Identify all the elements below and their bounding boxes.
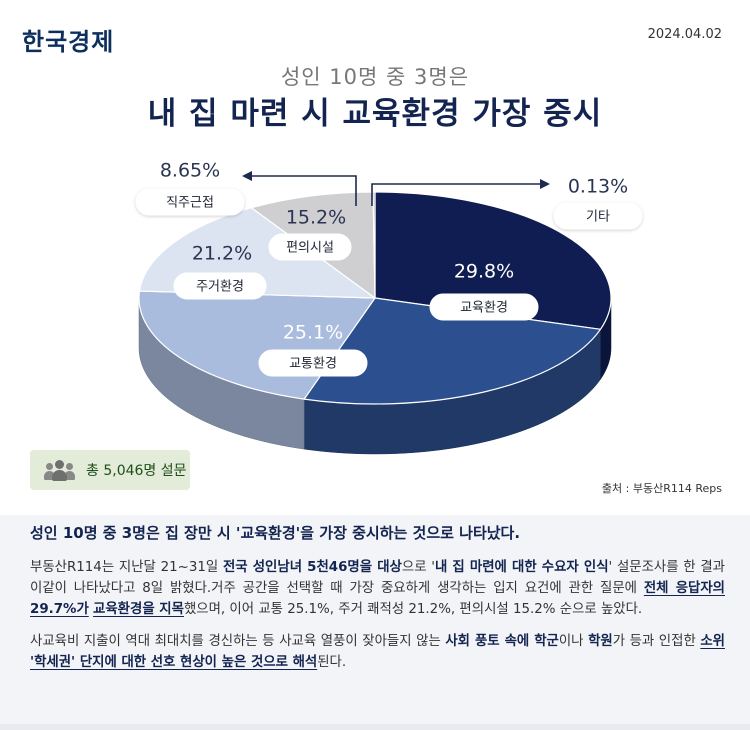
publish-date: 2024.04.02 [647, 27, 722, 42]
text-run: 이나 [558, 634, 589, 649]
value-label-직주근접: 8.65% [160, 160, 220, 182]
text-run: 가 등과 인접한 [612, 634, 701, 649]
text-run-bold-underline: 교육환경을 지목 [93, 602, 184, 617]
category-label-기타: 기타 [586, 210, 610, 225]
label-pill-기타 [553, 202, 643, 230]
leader-arrowhead-기타 [540, 179, 550, 189]
source-credit: 출처 : 부동산R114 Reps [601, 482, 722, 495]
survey-count-badge: 총 5,046명 설문 [30, 450, 190, 490]
text-run: 부동산R114는 지난달 21~31일 [30, 560, 223, 575]
value-label-교통환경: 25.1% [283, 322, 343, 344]
leader-line-직주근접 [250, 175, 357, 206]
text-run: 사교육비 지출이 역대 최대치를 경신하는 등 사교육 열풍이 잦아들지 않는 [30, 634, 446, 649]
label-pill-직주근접 [135, 188, 245, 216]
category-label-편의시설: 편의시설 [286, 241, 334, 256]
article-paragraph-1: 부동산R114는 지난달 21~31일 전국 성인남녀 5천46명을 대상으로 … [30, 557, 725, 620]
value-label-교육환경: 29.8% [454, 261, 514, 283]
text-run-bold: 학원 [588, 634, 613, 649]
text-run: 된다. [317, 655, 347, 670]
pie-slice-기타 [372, 191, 376, 299]
text-run: 했으며, 이어 교통 25.1%, 주거 쾌적성 21.2%, 편의시설 15.… [183, 602, 643, 617]
text-run-bold-underline: 전체 응답자의 29.7%가 [30, 581, 726, 617]
leader-arrowhead-직주근접 [242, 171, 252, 181]
text-run-bold: 내 집 마련에 대한 수요자 인식 [434, 560, 609, 575]
leader-line-기타 [371, 183, 542, 206]
label-pill-교통환경 [258, 349, 368, 377]
label-pill-교육환경 [429, 293, 539, 321]
value-label-편의시설: 15.2% [286, 207, 346, 229]
people-icon [44, 459, 76, 481]
survey-count-label: 총 5,046명 설문 [86, 463, 187, 479]
bottom-divider [0, 724, 750, 730]
category-label-직주근접: 직주근접 [166, 196, 214, 211]
pie-slice-교육환경 [374, 191, 612, 330]
category-label-주거환경: 주거환경 [196, 280, 244, 295]
brand-logo: 한국경제 [22, 28, 115, 56]
label-pill-편의시설 [268, 233, 352, 261]
label-pill-주거환경 [173, 272, 267, 300]
infographic-card: 한국경제 2024.04.02 성인 10명 중 3명은 내 집 마련 시 교육… [0, 0, 750, 515]
article-lead: 성인 10명 중 3명은 집 장만 시 '교육환경'을 가장 중시하는 것으로 … [30, 524, 521, 542]
pie-chart: 29.8% 교육환경 25.1% 교통환경 21.2% 주거환경 15.2% 편의시설 8.65… [135, 160, 643, 455]
pie-slice-교통환경 [303, 297, 602, 405]
text-run-bold: 전국 성인남녀 5천46명을 대상 [222, 560, 402, 575]
value-label-기타: 0.13% [568, 176, 628, 198]
text-run-bold: 사회 풍토 속에 학군 [445, 634, 559, 649]
article-paragraph-2: 사교육비 지출이 역대 최대치를 경신하는 등 사교육 열풍이 잦아들지 않는 … [30, 631, 725, 673]
value-label-주거환경: 21.2% [192, 243, 252, 265]
chart-subtitle: 성인 10명 중 3명은 [280, 65, 470, 89]
article-body: 성인 10명 중 3명은 집 장만 시 '교육환경'을 가장 중시하는 것으로 … [30, 522, 725, 684]
pie-labels: 29.8% 교육환경 25.1% 교통환경 21.2% 주거환경 15.2% 편의시설 8.65… [135, 160, 643, 377]
category-label-교통환경: 교통환경 [289, 357, 337, 372]
text-run: ' 설문조사를 한 결과 이같이 나타났다고 8일 밝혔다.거주 공간을 선택할… [30, 560, 725, 596]
pie-leader-lines [242, 171, 550, 206]
category-label-교육환경: 교육환경 [460, 301, 508, 316]
text-run-bold-underline: 소위 '학세권' 단지에 대한 선호 현상이 높은 것으로 해석 [30, 634, 725, 670]
chart-headline: 내 집 마련 시 교육환경 가장 중시 [147, 96, 603, 132]
text-run: 으로 ' [401, 560, 435, 575]
